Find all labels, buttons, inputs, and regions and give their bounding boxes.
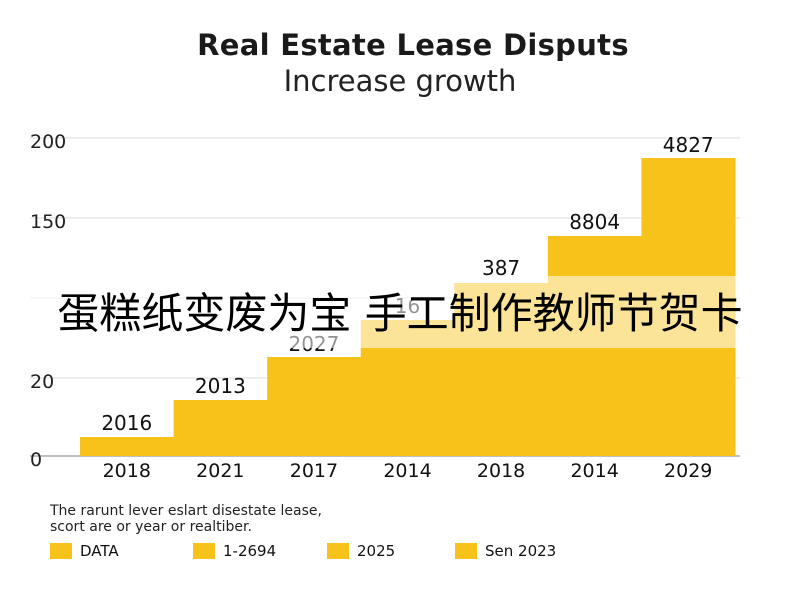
legend-swatch	[50, 543, 72, 559]
chart-note-line-2: scort are or year or realtiber.	[50, 519, 252, 535]
chart-note-line-1: The rarunt lever eslart disestate lease,	[50, 503, 322, 519]
y-tick-label: 150	[30, 211, 66, 233]
legend-label: DATA	[80, 542, 119, 560]
x-tick-label: 2014	[570, 460, 618, 482]
legend-item: 2025	[327, 542, 395, 560]
legend-swatch	[455, 543, 477, 559]
y-tick-label: 20	[30, 371, 54, 393]
x-tick-label: 2018	[103, 460, 151, 482]
data-label: 8804	[569, 210, 620, 234]
data-label: 4827	[663, 133, 714, 157]
x-tick-label: 2021	[196, 460, 244, 482]
overlay-banner	[0, 276, 800, 348]
legend-label: Sen 2023	[485, 542, 557, 560]
overlay-caption: 蛋糕纸变废为宝 手工制作教师节贺卡	[57, 289, 743, 338]
bar	[267, 357, 362, 456]
x-tick-label: 2018	[477, 460, 525, 482]
data-label: 2013	[195, 374, 246, 398]
legend-item: Sen 2023	[455, 542, 556, 560]
legend-swatch	[193, 543, 215, 559]
legend-label: 2025	[357, 542, 396, 560]
chart-legend: DATA 1-2694 2025 Sen 2023	[0, 542, 800, 566]
x-tick-label: 2014	[383, 460, 431, 482]
legend-item: 1-2694	[193, 542, 276, 560]
y-tick-label: 200	[30, 131, 66, 153]
legend-item: DATA	[50, 542, 119, 560]
bar	[80, 437, 175, 456]
y-tick-label: 0	[30, 449, 42, 471]
legend-swatch	[327, 543, 349, 559]
bar	[173, 400, 268, 456]
chart-title: Real Estate Lease Disputs	[197, 28, 629, 62]
chart-subtitle: Increase growth	[283, 64, 517, 98]
x-tick-label: 2029	[664, 460, 712, 482]
x-tick-label: 2017	[290, 460, 338, 482]
legend-label: 1-2694	[223, 542, 277, 560]
data-label: 2016	[101, 411, 152, 435]
